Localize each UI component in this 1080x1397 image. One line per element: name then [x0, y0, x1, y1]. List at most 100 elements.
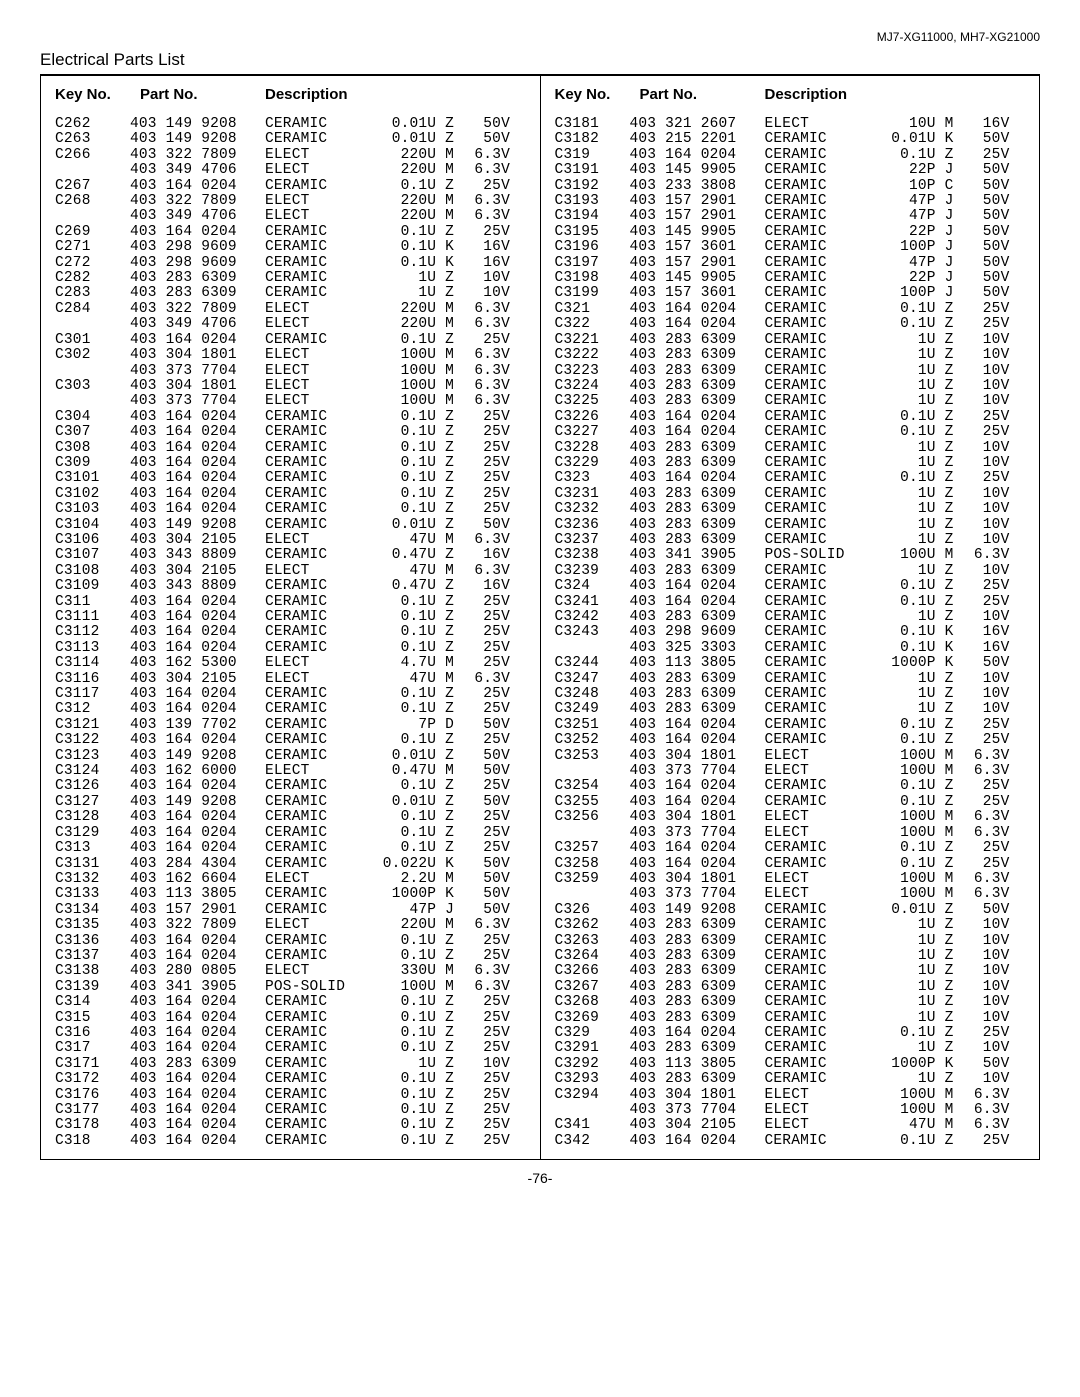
cell-part: 403 164 0204	[630, 718, 765, 733]
table-row: C3236403 283 6309CERAMIC1U Z10V	[555, 518, 1030, 533]
cell-key: C317	[55, 1041, 130, 1056]
cell-type: CERAMIC	[765, 518, 875, 533]
cell-key: C3109	[55, 579, 130, 594]
cell-value: 0.1U K	[875, 625, 960, 640]
cell-voltage: 25V	[460, 610, 510, 625]
cell-type: CERAMIC	[265, 641, 375, 656]
cell-value: 100U M	[375, 348, 460, 363]
cell-voltage: 6.3V	[460, 533, 510, 548]
table-row: C3107403 343 8809CERAMIC0.47U Z16V	[55, 548, 530, 563]
cell-voltage: 6.3V	[960, 749, 1010, 764]
cell-key: C3269	[555, 1011, 630, 1026]
cell-part: 403 283 6309	[630, 394, 765, 409]
table-row: C3127403 149 9208CERAMIC0.01U Z50V	[55, 795, 530, 810]
cell-value: 4.7U M	[375, 656, 460, 671]
cell-voltage: 6.3V	[960, 887, 1010, 902]
cell-part: 403 164 0204	[130, 702, 265, 717]
cell-part: 403 164 0204	[130, 841, 265, 856]
cell-voltage: 10V	[960, 379, 1010, 394]
cell-type: ELECT	[765, 872, 875, 887]
table-row: C3251403 164 0204CERAMIC0.1U Z25V	[555, 718, 1030, 733]
table-row: C303403 304 1801ELECT100U M6.3V	[55, 379, 530, 394]
cell-key: C3182	[555, 132, 630, 147]
cell-voltage: 25V	[460, 949, 510, 964]
cell-part: 403 283 6309	[630, 487, 765, 502]
table-row: C3192403 233 3808CERAMIC10P C50V	[555, 179, 1030, 194]
cell-type: CERAMIC	[765, 918, 875, 933]
cell-type: CERAMIC	[265, 410, 375, 425]
cell-value: 0.1U Z	[875, 410, 960, 425]
cell-type: CERAMIC	[765, 1026, 875, 1041]
cell-value: 1U Z	[875, 687, 960, 702]
cell-voltage: 10V	[960, 964, 1010, 979]
cell-value: 10P C	[875, 179, 960, 194]
cell-voltage: 10V	[960, 1041, 1010, 1056]
cell-voltage: 10V	[960, 918, 1010, 933]
cell-key: C3126	[55, 779, 130, 794]
cell-type: CERAMIC	[265, 1134, 375, 1149]
cell-part: 403 149 9208	[130, 749, 265, 764]
cell-voltage: 50V	[960, 271, 1010, 286]
cell-part: 403 164 0204	[130, 1072, 265, 1087]
table-row: C3225403 283 6309CERAMIC1U Z10V	[555, 394, 1030, 409]
cell-key: C3194	[555, 209, 630, 224]
cell-part: 403 164 0204	[130, 779, 265, 794]
header-desc: Description	[765, 86, 1030, 103]
cell-part: 403 164 0204	[130, 733, 265, 748]
cell-voltage: 6.3V	[460, 317, 510, 332]
cell-value: 100U M	[875, 872, 960, 887]
table-row: C268403 322 7809ELECT220U M6.3V	[55, 194, 530, 209]
table-row: C3193403 157 2901CERAMIC47P J50V	[555, 194, 1030, 209]
cell-voltage: 25V	[960, 718, 1010, 733]
cell-voltage: 10V	[960, 518, 1010, 533]
cell-value: 1U Z	[875, 964, 960, 979]
cell-part: 403 164 0204	[130, 641, 265, 656]
cell-voltage: 10V	[960, 1011, 1010, 1026]
cell-voltage: 10V	[960, 441, 1010, 456]
cell-part: 403 164 0204	[130, 410, 265, 425]
cell-part: 403 164 0204	[630, 595, 765, 610]
table-row: C301403 164 0204CERAMIC0.1U Z25V	[55, 333, 530, 348]
cell-value: 0.1U K	[375, 256, 460, 271]
cell-type: CERAMIC	[765, 271, 875, 286]
cell-key: C3197	[555, 256, 630, 271]
table-row: C3291403 283 6309CERAMIC1U Z10V	[555, 1041, 1030, 1056]
cell-part: 403 321 2607	[630, 117, 765, 132]
cell-type: CERAMIC	[265, 749, 375, 764]
page-container: MJ7-XG11000, MH7-XG21000 Electrical Part…	[0, 0, 1080, 1206]
cell-type: CERAMIC	[765, 456, 875, 471]
table-row: C3252403 164 0204CERAMIC0.1U Z25V	[555, 733, 1030, 748]
table-row: C3237403 283 6309CERAMIC1U Z10V	[555, 533, 1030, 548]
header-part: Part No.	[140, 86, 265, 103]
cell-part: 403 164 0204	[130, 995, 265, 1010]
table-row: C263403 149 9208CERAMIC0.01U Z50V	[55, 132, 530, 147]
cell-value: 0.022U K	[375, 857, 460, 872]
cell-key: C3111	[55, 610, 130, 625]
cell-value: 1U Z	[375, 1057, 460, 1072]
cell-type: CERAMIC	[265, 702, 375, 717]
cell-value: 0.1U Z	[375, 595, 460, 610]
cell-type: ELECT	[765, 887, 875, 902]
cell-key: C3256	[555, 810, 630, 825]
cell-key: C3138	[55, 964, 130, 979]
table-row: C3122403 164 0204CERAMIC0.1U Z25V	[55, 733, 530, 748]
table-row: C318403 164 0204CERAMIC0.1U Z25V	[55, 1134, 530, 1149]
cell-key: C3241	[555, 595, 630, 610]
cell-part: 403 164 0204	[130, 179, 265, 194]
cell-type: CERAMIC	[265, 1057, 375, 1072]
cell-key: C3255	[555, 795, 630, 810]
cell-voltage: 50V	[960, 1057, 1010, 1072]
cell-type: ELECT	[265, 872, 375, 887]
cell-part: 403 149 9208	[130, 795, 265, 810]
cell-type: CERAMIC	[765, 1072, 875, 1087]
cell-type: CERAMIC	[765, 980, 875, 995]
cell-part: 403 157 3601	[630, 240, 765, 255]
cell-key: C3291	[555, 1041, 630, 1056]
cell-key: C3267	[555, 980, 630, 995]
cell-key: C3114	[55, 656, 130, 671]
table-row: C3126403 164 0204CERAMIC0.1U Z25V	[55, 779, 530, 794]
cell-value: 1U Z	[875, 702, 960, 717]
cell-voltage: 6.3V	[960, 548, 1010, 563]
cell-voltage: 50V	[960, 286, 1010, 301]
table-row: C272403 298 9609CERAMIC0.1U K16V	[55, 256, 530, 271]
